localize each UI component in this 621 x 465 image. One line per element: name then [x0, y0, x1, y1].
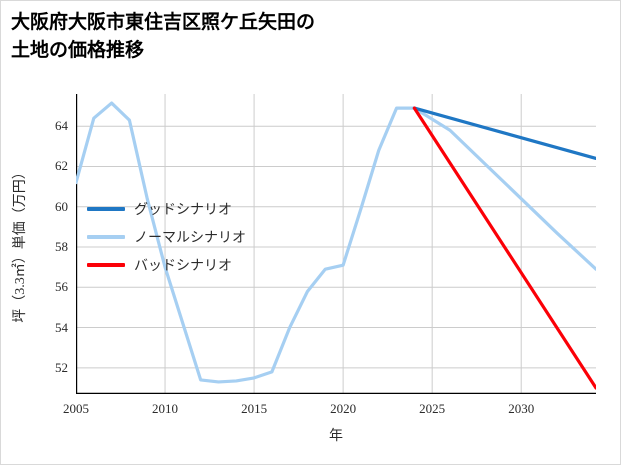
legend-item-label: ノーマルシナリオ	[134, 231, 246, 246]
chart-title: 大阪府大阪市東住吉区照ケ丘矢田の 土地の価格推移	[11, 12, 316, 61]
series-line	[412, 106, 596, 161]
legend-item-label: バッドシナリオ	[134, 259, 232, 274]
x-tick-label: 2020	[330, 401, 357, 416]
legend-color-swatch	[87, 207, 125, 211]
x-tick-label: 2005	[63, 401, 89, 416]
series-line	[76, 101, 596, 384]
y-tick-label: 62	[55, 158, 68, 174]
x-tick-label: 2015	[241, 401, 268, 416]
y-tick-label: 60	[55, 198, 68, 214]
x-axis-label: 年	[329, 429, 343, 444]
plot-area	[76, 94, 596, 394]
series-line	[412, 106, 596, 390]
y-tick-label: 56	[55, 279, 68, 295]
legend-item[interactable]: バッドシナリオ	[87, 257, 246, 274]
legend-item[interactable]: ノーマルシナリオ	[87, 229, 246, 246]
x-tick-label: 2010	[152, 401, 179, 416]
y-tick-label: 58	[55, 239, 68, 255]
y-tick-label: 52	[55, 359, 68, 375]
y-axis-label: 坪（3.3㎡）単価（万円）	[13, 165, 28, 323]
chart-svg	[76, 94, 596, 394]
data-series-group	[76, 101, 596, 390]
legend-color-swatch	[87, 263, 125, 267]
x-tick-label: 2025	[419, 401, 446, 416]
gridlines	[76, 94, 596, 394]
x-tick-label: 2030	[508, 401, 535, 416]
legend-color-swatch	[87, 235, 125, 239]
y-tick-label: 64	[55, 118, 68, 134]
y-tick-label: 54	[55, 319, 68, 335]
legend-item[interactable]: グッドシナリオ	[87, 201, 246, 218]
legend-item-label: グッドシナリオ	[134, 203, 232, 218]
chart-legend: グッドシナリオ ノーマルシナリオ バッドシナリオ	[87, 201, 246, 274]
